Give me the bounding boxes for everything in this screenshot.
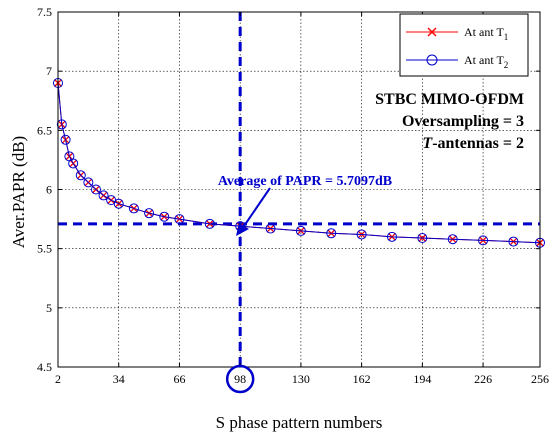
data-point-circle-marker: [386, 231, 397, 242]
annotation-antennas-symbol: T: [422, 135, 433, 152]
x-tick-label: 256: [531, 372, 549, 386]
x-tick-label: 226: [474, 372, 492, 386]
legend-marker-circle: [426, 54, 438, 66]
average-arrowhead: [236, 223, 249, 236]
data-point-circle-marker: [98, 190, 109, 201]
data-point-circle-marker: [295, 225, 306, 236]
axis-ticks: 2 34 66 98 130 162 194 226 256 4.5 5 5.5 6 6.5 7 7.5: [37, 5, 549, 386]
data-point-circle-marker: [508, 236, 519, 247]
y-tick-label: 4.5: [37, 360, 52, 374]
legend-label-subscript: 2: [504, 60, 509, 70]
annotation-antennas: T-antennas = 2: [422, 135, 524, 152]
y-tick-label: 7.5: [37, 5, 52, 19]
data-point-circle-marker: [447, 234, 458, 245]
y-tick-label: 5: [46, 301, 52, 315]
x-tick-label: 34: [113, 372, 125, 386]
data-point-circle-marker: [56, 119, 67, 130]
legend-label-text: At ant T: [464, 53, 504, 67]
data-point-circle-marker: [90, 184, 101, 195]
x-tick-label: 194: [413, 372, 431, 386]
legend-label: At ant T1: [464, 25, 508, 42]
data-point-circle-marker: [144, 208, 155, 219]
y-tick-label: 7: [46, 64, 52, 78]
y-axis-label: Aver.PAPR (dB): [9, 136, 28, 248]
data-point-circle-marker: [68, 158, 79, 169]
annotation-system: STBC MIMO-OFDM: [375, 91, 524, 108]
legend-label-subscript: 1: [504, 32, 509, 42]
y-tick-label: 5.5: [37, 242, 52, 256]
data-point-circle-marker: [204, 218, 215, 229]
data-point-circle-marker: [113, 198, 124, 209]
x-tick-label: 66: [173, 372, 185, 386]
annotation-oversampling: Oversampling = 3: [402, 113, 524, 130]
data-point-circle-marker: [159, 211, 170, 222]
legend-label: At ant T2: [464, 53, 508, 70]
series-layer: [53, 78, 545, 248]
series-2: [53, 78, 545, 248]
data-point-circle-marker: [83, 177, 94, 188]
data-point-circle-marker: [60, 134, 71, 145]
legend-label-text: At ant T: [464, 25, 504, 39]
x-axis-label: S phase pattern numbers: [216, 413, 383, 432]
y-tick-label: 6: [46, 183, 52, 197]
annotation-antennas-value: -antennas = 2: [432, 135, 524, 152]
x-tick-label: 162: [353, 372, 371, 386]
data-point-circle-marker: [265, 223, 276, 234]
x-tick-label: 2: [55, 372, 61, 386]
data-point-circle-marker: [356, 229, 367, 240]
data-point-circle-marker: [174, 214, 185, 225]
y-tick-label: 6.5: [37, 123, 52, 137]
annotation-average: Average of PAPR = 5.7097dB: [218, 174, 392, 189]
legend-box: [399, 13, 529, 77]
data-point-circle-marker: [326, 228, 337, 239]
data-point-circle-marker: [128, 203, 139, 214]
legend-marker-x: [427, 27, 437, 37]
data-point-circle-marker: [417, 233, 428, 244]
x-tick-label: 98: [234, 372, 246, 386]
average-reference-lines: [58, 12, 540, 367]
average-arrow: [241, 187, 271, 230]
highlighted-tick-circle: [225, 364, 255, 394]
data-point-circle-marker: [478, 235, 489, 246]
x-tick-label: 130: [292, 372, 310, 386]
data-point-circle-marker: [75, 170, 86, 181]
